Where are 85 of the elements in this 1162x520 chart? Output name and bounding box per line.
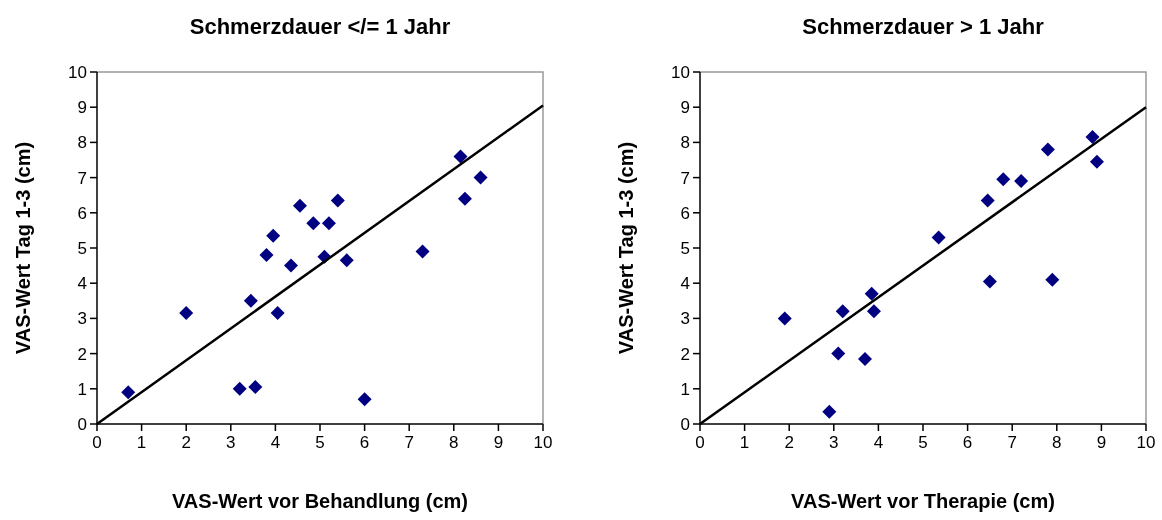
x-tick-label: 5 xyxy=(918,433,928,452)
point xyxy=(248,380,263,395)
point xyxy=(121,385,136,400)
x-tick-label: 0 xyxy=(695,433,705,452)
x-tick-label: 7 xyxy=(1007,433,1017,452)
point xyxy=(266,228,281,243)
y-tick-label: 3 xyxy=(77,309,87,329)
point xyxy=(243,293,258,308)
y-axis-title: VAS-Wert Tag 1-3 (cm) xyxy=(615,141,637,355)
point xyxy=(339,253,354,268)
y-tick-label: 10 xyxy=(68,63,87,82)
y-tick-label: 4 xyxy=(77,274,87,294)
x-tick-label: 6 xyxy=(962,433,973,452)
point xyxy=(306,216,321,231)
point xyxy=(284,258,299,273)
x-tick-label: 10 xyxy=(533,433,553,452)
point xyxy=(457,191,472,206)
chart-title: Schmerzdauer </= 1 Jahr xyxy=(189,14,451,39)
y-tick-label: 4 xyxy=(680,274,690,294)
y-tick-label: 8 xyxy=(680,133,690,153)
point xyxy=(232,381,247,396)
x-tick-label: 1 xyxy=(739,433,750,452)
point xyxy=(473,170,488,185)
y-tick-label: 2 xyxy=(680,344,690,364)
point xyxy=(996,172,1011,187)
y-tick-label: 0 xyxy=(77,415,87,434)
x-tick-label: 7 xyxy=(404,433,414,452)
point xyxy=(1089,154,1104,169)
x-axis-title: VAS-Wert vor Behandlung (cm) xyxy=(172,490,468,512)
point xyxy=(1045,272,1060,287)
x-tick-label: 6 xyxy=(359,433,370,452)
y-tick-label: 6 xyxy=(680,203,690,223)
point xyxy=(864,286,879,301)
point xyxy=(1040,142,1055,157)
x-tick-label: 2 xyxy=(181,433,191,452)
x-tick-label: 0 xyxy=(92,433,102,452)
point xyxy=(357,392,372,407)
y-tick-label: 7 xyxy=(680,168,690,188)
y-tick-label: 8 xyxy=(77,133,87,153)
point xyxy=(415,244,430,259)
y-tick-label: 6 xyxy=(77,203,87,223)
y-tick-label: 5 xyxy=(77,239,87,258)
x-tick-label: 9 xyxy=(1096,433,1107,452)
point xyxy=(866,304,881,319)
x-tick-label: 4 xyxy=(873,433,884,452)
y-tick-label: 7 xyxy=(77,168,87,188)
x-tick-label: 9 xyxy=(493,433,504,452)
point xyxy=(777,311,792,326)
y-axis-title: VAS-Wert Tag 1-3 (cm) xyxy=(12,141,34,355)
point xyxy=(835,304,850,319)
point xyxy=(321,216,336,231)
point xyxy=(931,230,946,245)
point xyxy=(330,193,345,208)
point xyxy=(822,404,837,419)
point xyxy=(292,198,307,213)
x-tick-label: 8 xyxy=(1052,433,1062,452)
point xyxy=(1085,130,1100,145)
point xyxy=(270,306,285,321)
y-tick-label: 1 xyxy=(680,379,690,399)
y-tick-label: 5 xyxy=(680,239,690,258)
point xyxy=(982,274,997,289)
chart-title: Schmerzdauer > 1 Jahr xyxy=(802,14,1045,39)
point xyxy=(1014,174,1029,189)
point xyxy=(980,193,995,208)
y-tick-label: 2 xyxy=(77,344,87,364)
x-tick-label: 4 xyxy=(270,433,281,452)
x-tick-label: 5 xyxy=(315,433,325,452)
y-tick-label: 3 xyxy=(680,309,690,329)
point xyxy=(831,346,846,361)
x-tick-label: 2 xyxy=(784,433,794,452)
x-tick-label: 3 xyxy=(226,433,236,452)
y-tick-label: 1 xyxy=(77,379,87,399)
point xyxy=(179,306,194,321)
x-axis-title: VAS-Wert vor Therapie (cm) xyxy=(791,490,1055,512)
y-tick-label: 0 xyxy=(680,415,690,434)
x-tick-label: 3 xyxy=(829,433,839,452)
y-tick-label: 10 xyxy=(671,63,690,82)
point xyxy=(259,248,274,263)
x-tick-label: 8 xyxy=(449,433,459,452)
x-tick-label: 1 xyxy=(136,433,147,452)
y-tick-label: 9 xyxy=(680,98,690,118)
x-tick-label: 10 xyxy=(1136,433,1156,452)
y-tick-label: 9 xyxy=(77,98,87,118)
point xyxy=(453,149,468,164)
point xyxy=(858,351,873,366)
